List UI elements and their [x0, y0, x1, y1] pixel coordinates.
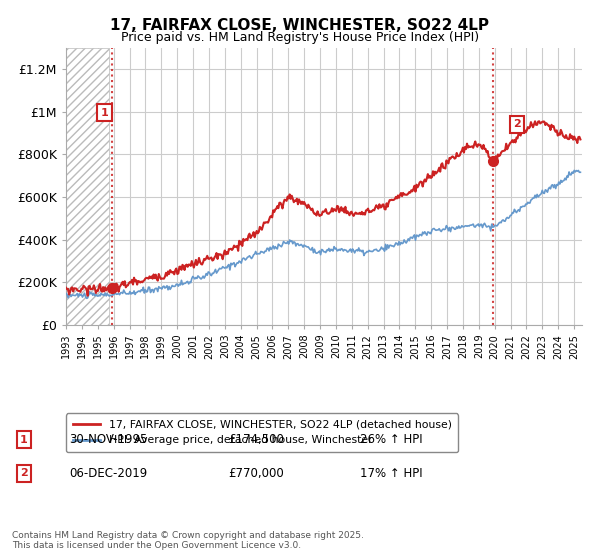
- Text: 2: 2: [514, 119, 521, 129]
- Text: 17, FAIRFAX CLOSE, WINCHESTER, SO22 4LP: 17, FAIRFAX CLOSE, WINCHESTER, SO22 4LP: [110, 18, 490, 33]
- Text: 17% ↑ HPI: 17% ↑ HPI: [360, 466, 422, 480]
- Text: 30-NOV-1995: 30-NOV-1995: [69, 433, 148, 446]
- Text: Contains HM Land Registry data © Crown copyright and database right 2025.
This d: Contains HM Land Registry data © Crown c…: [12, 530, 364, 550]
- Text: 1: 1: [101, 108, 108, 118]
- Text: 26% ↑ HPI: 26% ↑ HPI: [360, 433, 422, 446]
- Text: 1: 1: [20, 435, 28, 445]
- Text: £174,500: £174,500: [228, 433, 284, 446]
- Text: £770,000: £770,000: [228, 466, 284, 480]
- Legend: 17, FAIRFAX CLOSE, WINCHESTER, SO22 4LP (detached house), HPI: Average price, de: 17, FAIRFAX CLOSE, WINCHESTER, SO22 4LP …: [66, 413, 458, 452]
- Text: 2: 2: [20, 468, 28, 478]
- Text: 06-DEC-2019: 06-DEC-2019: [69, 466, 147, 480]
- Text: Price paid vs. HM Land Registry's House Price Index (HPI): Price paid vs. HM Land Registry's House …: [121, 31, 479, 44]
